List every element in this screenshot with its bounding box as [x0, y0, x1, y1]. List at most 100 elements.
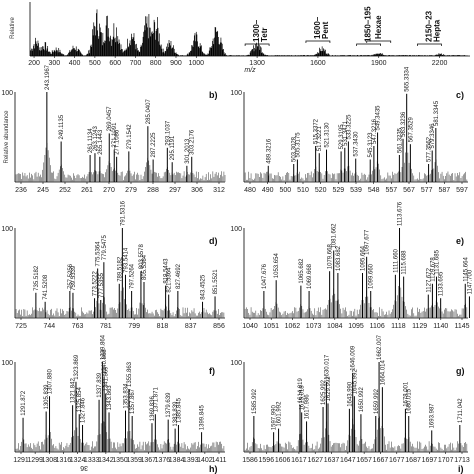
panel-a-x-label: m/z [244, 67, 256, 74]
panel-f-peak-label: 1305.839 [44, 384, 50, 410]
panel-f-label: f) [209, 366, 215, 376]
panel-b-peak-label: 287.2225 [151, 132, 157, 158]
panel-e-peak-label: 1083.682 [336, 245, 342, 271]
panel-a-x-tick-label: 200 [28, 60, 40, 67]
panel-f-x-tick-label: 1376 [155, 457, 171, 464]
panel-d-x-tick-label: 818 [157, 323, 169, 330]
panel-d-x-tick-label: 744 [43, 323, 55, 330]
panel-c-x-tick-label: 597 [456, 187, 468, 194]
panel-f-x-tick-label: 1291 [13, 457, 29, 464]
panel-a-x-tick-label: 1300 [249, 60, 265, 67]
panel-g-x-tick-label: 1617 [291, 457, 307, 464]
panel-e-peak-label: 1099.660 [369, 263, 375, 289]
panel-f-peak-label: 1323.869 [74, 354, 80, 380]
panel-a-region-label: 2150–23 [424, 10, 433, 42]
panel-g-label: g) [456, 366, 465, 376]
panel-a-region-bracket [417, 43, 442, 46]
panel-e-x-tick-label: 1129 [412, 323, 427, 330]
panel-c-peak-label: 531.3471 [343, 120, 349, 146]
panel-b-peak-label: 285.0407 [146, 99, 152, 125]
panel-c-peak-label: 581.3345 [434, 100, 440, 126]
panel-b-peak-label: 277.1086 [115, 129, 121, 155]
panel-a-x-tick-label: 300 [48, 60, 60, 67]
panel-c-peak-label: 521.3130 [325, 122, 331, 148]
panel-e-peak-label: 1097.677 [365, 229, 371, 255]
panel-f-ymax-label: 100 [1, 360, 13, 367]
panel-f-peak-label: 1371.871 [153, 387, 159, 413]
panel-c-x-tick-label: 548 [368, 187, 380, 194]
panel-e-peak-label: 1115.688 [402, 250, 408, 275]
panel-c-x-tick-label: 520 [315, 187, 327, 194]
panel-b-peak-label: 303.2176 [190, 129, 196, 155]
panel-f-x-tick-label: 1359 [126, 457, 142, 464]
panel-e-peak-label: 1113.676 [398, 201, 404, 226]
panel-g-x-tick-label: 1647 [340, 457, 356, 464]
panel-f-peak-label: 1379.639 [166, 392, 172, 418]
panel-g-peak-label: 1643.990 [347, 381, 353, 407]
panel-f-peak-label: 1341.869 [104, 366, 110, 392]
panel-a-region-label-2: Tetr [260, 27, 269, 42]
panel-g-ymax-label: 100 [230, 360, 242, 367]
panel-c-peak-label: 505.3175 [295, 132, 301, 158]
panel-e-x-tick-label: 1140 [433, 323, 448, 330]
panel-b-peak-label: 265.1443 [98, 129, 104, 155]
panel-c-peak-label: 561.3235 [397, 127, 403, 153]
panel-d-peak-label: 805.5364 [142, 254, 148, 280]
panel-e-peak-label: 1133.695 [439, 271, 445, 296]
panel-e-x-tick-label: 1118 [391, 323, 406, 330]
panel-f-x-tick-label: 1350 [112, 457, 128, 464]
panel-g-x-tick-label: 1606 [275, 457, 291, 464]
panel-c-peak-label: 537.3430 [354, 131, 360, 157]
panel-a-x-tick-label: 700 [130, 60, 142, 67]
panel-b-label: b) [209, 90, 218, 100]
panel-g-peak-label: 1629.992 [326, 376, 332, 402]
panel-i-label: i) [458, 464, 464, 474]
panel-c-peak-label: 579.3346 [430, 123, 436, 149]
panel-b-x-tick-label: 261 [81, 187, 93, 194]
panel-f-peak-label: 1399.845 [200, 405, 206, 431]
panel-b-x-tick-label: 306 [191, 187, 203, 194]
panel-c-peak-label: 567.3529 [408, 117, 414, 143]
panel-g-peak-label: 1625.992 [321, 379, 327, 405]
panel-f-peak-label: 1357.867 [130, 388, 136, 414]
panel-c-x-tick-label: 577 [421, 187, 433, 194]
panel-e-x-tick-label: 1095 [348, 323, 364, 330]
panel-b-peak-label: 271.1091 [112, 122, 118, 148]
panel-e-x-tick-label: 1051 [263, 323, 279, 330]
panel-g-x-tick-label: 1627 [307, 457, 323, 464]
panel-f-peak-label: 1353.834 [124, 383, 130, 409]
panel-g-peak-label: 1597.990 [272, 405, 278, 431]
panel-c-peak-label: 547.3216 [372, 118, 378, 144]
panel-c-x-tick-label: 587 [438, 187, 450, 194]
panel-f-x-tick-label: 1411 [211, 457, 226, 464]
panel-d-peak-label: 735.5182 [34, 265, 40, 291]
panel-f-peak-label: 1321.842 [71, 378, 77, 404]
panel-d-peak-label: 827.4692 [176, 263, 182, 289]
panel-f-peak-label: 1385.845 [176, 397, 182, 423]
panel-f-x-tick-label: 1316 [56, 457, 72, 464]
panel-d-peak-label: 741.5208 [43, 274, 49, 300]
panel-e-x-tick-label: 1073 [306, 323, 322, 330]
panel-d-x-tick-label: 837 [185, 323, 197, 330]
panel-e-peak-label: 1145.664 [463, 257, 469, 282]
panel-g-x-tick-label: 1667 [373, 457, 389, 464]
panel-e-x-tick-label: 1084 [327, 323, 343, 330]
panel-f-peak-label: 1307.880 [48, 369, 54, 395]
panel-c-peak-label: 529.3195 [339, 124, 345, 150]
panel-c-x-tick-label: 490 [262, 187, 274, 194]
panel-g-peak-label: 1585.992 [252, 388, 258, 414]
panel-g-peak-label: 1664.014 [380, 360, 386, 386]
panel-d-peak-label: 757.5256 [68, 263, 74, 289]
panel-b-peak-label: 243.1967 [45, 64, 51, 90]
panel-a-region-label: 1850–195 [364, 6, 373, 42]
panel-c-peak-label: 565.3334 [405, 66, 411, 92]
panel-g-peak-label: 1711.042 [458, 398, 464, 423]
panel-e-x-tick-label: 1040 [242, 323, 258, 330]
panel-f-peak-label: 1343.863 [107, 385, 113, 411]
panel-b-x-tick-label: 279 [125, 187, 137, 194]
panel-f-x-tick-label: 1393 [183, 457, 199, 464]
panel-g-peak-label: 1678.001 [403, 381, 409, 407]
panel-e-label: e) [456, 236, 464, 246]
panel-f-peak-label: 1383.839 [173, 401, 179, 427]
panel-h-fragment: 36 [80, 464, 88, 471]
